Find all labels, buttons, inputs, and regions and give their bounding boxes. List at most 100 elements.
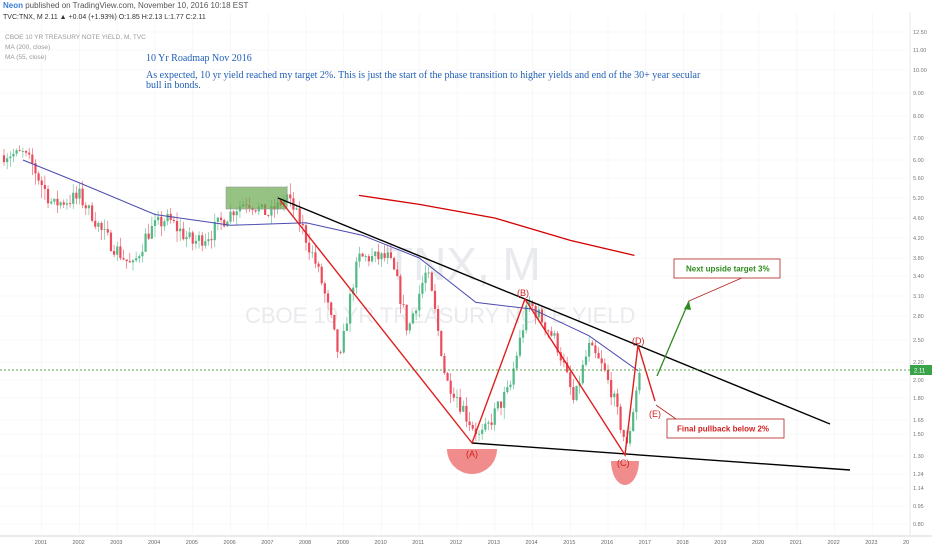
- candle-body: [106, 229, 109, 233]
- highlight-box[interactable]: [225, 186, 288, 210]
- candle-body: [109, 232, 113, 252]
- candle-body: [138, 256, 141, 259]
- time-tick-label: 2007: [261, 540, 273, 546]
- candle-body: [254, 210, 257, 212]
- candle-body: [594, 345, 597, 354]
- candle-body: [78, 188, 81, 199]
- candle-body: [437, 308, 440, 331]
- candle-body: [348, 293, 352, 324]
- time-axis[interactable]: 2001 2002 2003 2004 2005 2006 2007 2008 2009 2010…: [35, 540, 909, 546]
- candle-body: [188, 232, 191, 238]
- target-callout-leader: [688, 276, 745, 302]
- candle-body: [166, 213, 169, 222]
- target-callout-box[interactable]: [673, 258, 781, 279]
- ma200-legend[interactable]: MA (200, close): [5, 44, 50, 51]
- price-tick-label: 8.00: [913, 114, 924, 120]
- candle-body: [550, 331, 553, 336]
- candle-body: [603, 363, 606, 370]
- candle-body: [128, 261, 131, 263]
- candle-body: [46, 188, 50, 204]
- candle-body: [2, 155, 6, 163]
- author-link[interactable]: Neon: [3, 1, 23, 10]
- price-tick-label: 1.80: [913, 396, 924, 402]
- price-tick-label: 0.80: [913, 522, 924, 528]
- candle-body: [333, 314, 336, 330]
- candle-body: [270, 206, 273, 216]
- candle-body: [298, 208, 301, 224]
- time-tick-label: 20: [903, 540, 909, 546]
- candle-body: [213, 221, 216, 241]
- time-tick-label: 2004: [148, 540, 160, 546]
- upper-trendline[interactable]: [277, 197, 831, 425]
- candle-body: [119, 246, 122, 259]
- candle-body: [443, 355, 446, 374]
- candle-body: [330, 302, 333, 315]
- wave-labels: (A) (B) (C) (D) (E): [466, 288, 661, 468]
- candle-body: [326, 293, 330, 303]
- wave-path[interactable]: [279, 199, 656, 458]
- candle-body: [424, 272, 427, 283]
- lower-trendline[interactable]: [471, 442, 851, 471]
- price-axis[interactable]: 12.50 11.00 10.00 9.00 8.00 7.00 6.00 5.60 5.20 4…: [913, 30, 927, 528]
- wave-label: (E): [649, 409, 661, 419]
- candle-body: [559, 352, 562, 361]
- candle-body: [229, 211, 232, 222]
- candle-body: [135, 258, 138, 261]
- candle-body: [24, 150, 28, 153]
- candle-body: [100, 222, 103, 230]
- candle-body: [87, 205, 91, 209]
- ma55-legend[interactable]: MA (55, close): [5, 54, 47, 61]
- time-tick-label: 2003: [110, 540, 122, 546]
- time-tick-label: 2021: [790, 540, 802, 546]
- candle-body: [40, 180, 43, 186]
- candle-body: [462, 405, 465, 412]
- candle-body: [191, 232, 194, 244]
- price-tick-label: 6.00: [913, 158, 924, 164]
- candle-body: [37, 173, 40, 181]
- candle-body: [440, 330, 443, 356]
- annotation-title: 10 Yr Roadmap Nov 2016: [146, 53, 252, 64]
- current-price-tag: [910, 365, 932, 375]
- candle-body: [311, 252, 314, 254]
- projection-arrow: [656, 300, 690, 377]
- watermark-ticker: TNX, M: [385, 238, 541, 290]
- time-tick-label: 2001: [35, 540, 47, 546]
- candle-body: [336, 329, 339, 352]
- candle-body: [314, 252, 317, 264]
- candle-body: [31, 154, 34, 164]
- pullback-callout-leader: [655, 404, 677, 420]
- time-tick-label: 2006: [224, 540, 236, 546]
- time-tick-label: 2020: [752, 540, 764, 546]
- candle-body: [367, 256, 371, 262]
- candle-body: [15, 150, 18, 154]
- candle-body: [452, 393, 455, 398]
- candle-body: [503, 391, 506, 408]
- candle-body: [81, 188, 84, 206]
- time-tick-label: 2009: [337, 540, 349, 546]
- candle-body: [226, 221, 229, 227]
- pullback-callout-box[interactable]: [666, 418, 785, 439]
- candle-body: [591, 342, 594, 346]
- time-tick-label: 2019: [714, 540, 726, 546]
- publish-info: published on TradingView.com, November 1…: [25, 1, 249, 10]
- candle-body: [553, 333, 556, 336]
- price-tick-label: 0.95: [913, 504, 924, 510]
- price-tick-label: 1.14: [913, 486, 924, 492]
- candle-body: [487, 422, 490, 424]
- candle-body: [433, 290, 437, 309]
- candle-body: [572, 387, 575, 400]
- candle-body: [370, 255, 374, 262]
- candle-body: [380, 253, 383, 260]
- candle-body: [267, 215, 270, 216]
- candle-body: [622, 429, 625, 437]
- candle-body: [150, 225, 153, 239]
- candle-body: [528, 301, 531, 306]
- candle-body: [97, 222, 100, 227]
- candle-body: [342, 330, 345, 353]
- candle-body: [606, 369, 610, 380]
- price-tick-label: 1.30: [913, 454, 924, 460]
- candle-body: [185, 237, 188, 240]
- candle-body: [122, 258, 125, 260]
